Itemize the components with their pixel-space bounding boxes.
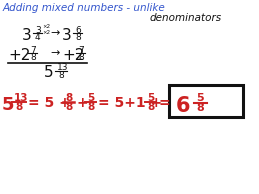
Text: 8: 8 [196, 103, 204, 113]
Text: denominators: denominators [150, 13, 222, 23]
Text: 8: 8 [147, 102, 154, 112]
Text: 8: 8 [15, 102, 22, 112]
Text: 5: 5 [196, 93, 204, 103]
Text: +: + [76, 96, 88, 110]
Text: 3: 3 [62, 28, 72, 43]
Text: 5: 5 [87, 93, 94, 103]
Text: 8: 8 [65, 102, 72, 112]
Text: 4: 4 [35, 33, 41, 42]
Text: ×2: ×2 [42, 24, 50, 29]
Text: 5: 5 [147, 93, 154, 103]
Text: ×2: ×2 [42, 30, 50, 35]
Text: 8: 8 [75, 33, 81, 42]
Text: 7: 7 [78, 46, 84, 55]
Text: 8: 8 [30, 53, 36, 62]
Text: 6: 6 [75, 26, 81, 35]
Text: 13: 13 [57, 63, 68, 72]
Text: 13: 13 [14, 93, 28, 103]
Text: 3: 3 [35, 26, 41, 35]
Text: = 5 +: = 5 + [28, 96, 71, 110]
Text: →: → [50, 48, 59, 58]
Text: 8: 8 [87, 102, 94, 112]
Text: 7: 7 [30, 46, 36, 55]
Text: 8: 8 [65, 93, 72, 103]
Text: Adding mixed numbers - unlike: Adding mixed numbers - unlike [3, 3, 166, 13]
Text: 5: 5 [2, 96, 15, 114]
Text: +2: +2 [62, 48, 84, 63]
Text: =: = [158, 96, 170, 110]
Text: 8: 8 [78, 53, 84, 62]
Text: = 5+1 +: = 5+1 + [98, 96, 162, 110]
Text: +2: +2 [8, 48, 30, 63]
Text: 6: 6 [176, 96, 191, 116]
FancyBboxPatch shape [169, 85, 243, 117]
Text: 5: 5 [44, 65, 54, 80]
Text: 8: 8 [58, 71, 64, 80]
Text: 3: 3 [22, 28, 32, 43]
Text: →: → [50, 28, 59, 38]
